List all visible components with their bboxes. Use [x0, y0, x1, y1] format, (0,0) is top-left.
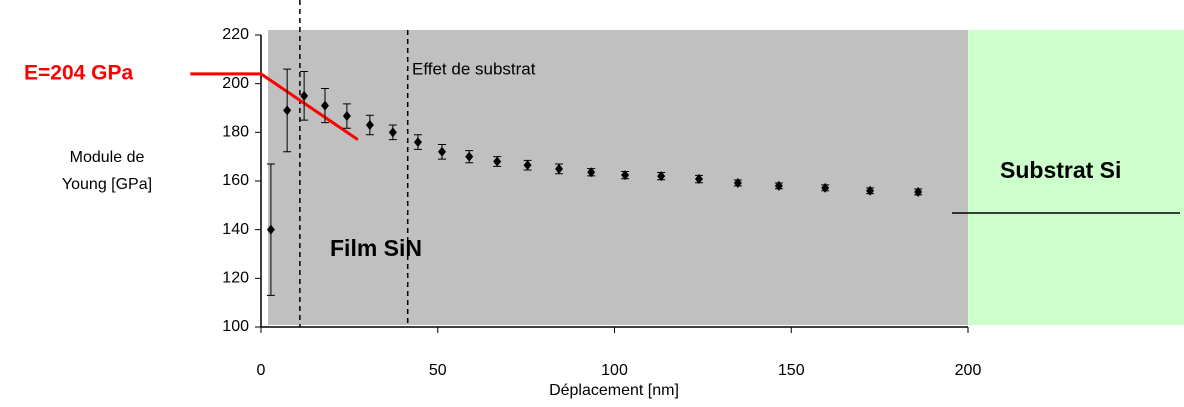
- y-tick-label: 160: [222, 172, 249, 189]
- fit-line: [190, 72, 359, 141]
- x-tick-label: 50: [429, 362, 447, 379]
- y-tick-label: 180: [222, 124, 249, 141]
- data-point: [413, 137, 422, 148]
- data-point: [437, 146, 446, 157]
- data-point: [300, 90, 309, 101]
- y-tick-label: 140: [222, 221, 249, 238]
- substrate-label: Substrat Si: [1000, 157, 1121, 183]
- data-point: [694, 174, 703, 185]
- data-point: [465, 151, 474, 162]
- y-axis-label: Young [GPa]: [62, 176, 152, 193]
- data-point: [657, 171, 666, 182]
- data-point: [774, 180, 783, 191]
- data-point: [493, 156, 502, 167]
- data-point: [523, 160, 532, 171]
- data-point: [555, 163, 564, 174]
- x-tick-label: 200: [955, 362, 982, 379]
- data-point: [283, 105, 292, 116]
- data-point: [365, 120, 374, 131]
- y-tick-label: 120: [222, 270, 249, 287]
- data-point: [388, 127, 397, 138]
- data-point: [587, 167, 596, 178]
- data-point: [342, 111, 351, 122]
- substrate-effect-label: Effet de substrat: [412, 59, 536, 78]
- x-tick-label: 150: [778, 362, 805, 379]
- film-region: [268, 30, 968, 325]
- y-tick-label: 200: [222, 75, 249, 92]
- data-point: [320, 100, 329, 111]
- data-point: [621, 170, 630, 181]
- data-point: [914, 186, 923, 197]
- data-point: [866, 185, 875, 196]
- data-point: [733, 177, 742, 188]
- substrate-region: [968, 30, 1184, 325]
- x-tick-label: 0: [257, 362, 266, 379]
- data-point: [266, 224, 275, 235]
- y-tick-label: 220: [222, 26, 249, 43]
- modulus-label: E=204 GPa: [24, 62, 133, 85]
- x-axis-label: Déplacement [nm]: [549, 382, 679, 399]
- data-point: [821, 182, 830, 193]
- y-axis-label: Module de: [70, 149, 145, 166]
- x-tick-label: 100: [601, 362, 628, 379]
- y-tick-label: 100: [222, 318, 249, 335]
- film-label: Film SiN: [330, 235, 422, 261]
